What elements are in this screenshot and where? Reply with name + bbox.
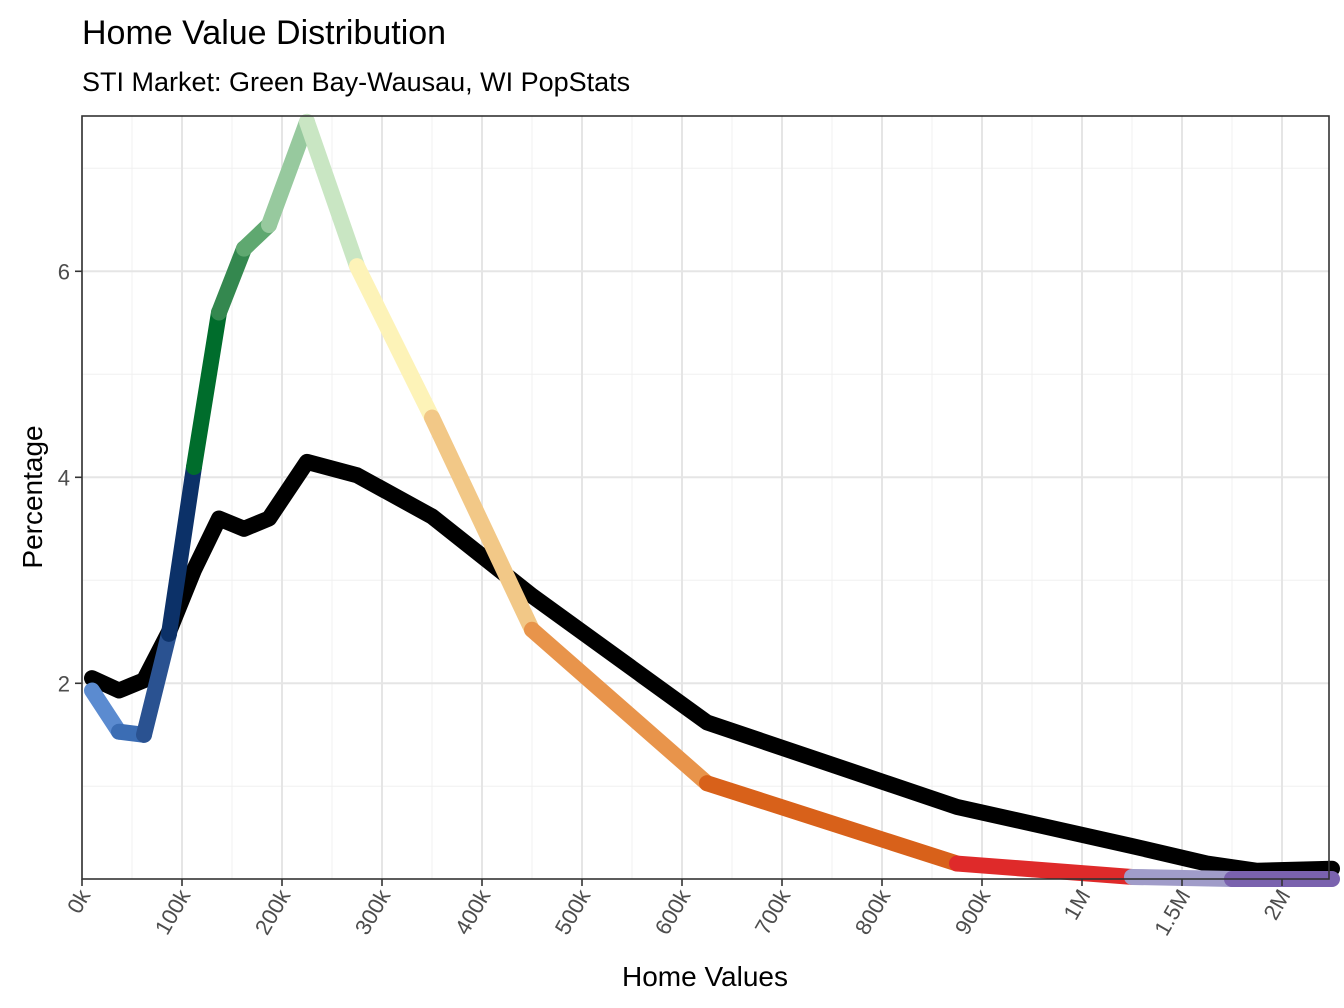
x-tick-label: 0k	[62, 884, 96, 917]
chart-subtitle: STI Market: Green Bay-Wausau, WI PopStat…	[82, 67, 630, 97]
market-series-segment	[949, 855, 1140, 885]
x-axis-title: Home Values	[622, 961, 788, 992]
market-series-segment	[261, 113, 315, 233]
x-tick-label: 200k	[250, 884, 296, 939]
plot-panel-border	[81, 115, 1330, 880]
y-tick-label: 4	[58, 465, 70, 490]
x-tick-label: 900k	[950, 884, 996, 939]
market-series-segment	[211, 240, 252, 321]
x-tick-label: 600k	[650, 884, 696, 939]
x-tick-label: 300k	[350, 884, 396, 939]
y-axis-title: Percentage	[17, 425, 48, 568]
x-tick-label: 500k	[550, 884, 596, 939]
x-tick-label: 800k	[850, 884, 896, 939]
y-axis: 2 4 6	[58, 259, 82, 696]
x-tick-label: 1M	[1058, 885, 1095, 924]
series-lines	[84, 113, 1340, 887]
market-series-segment	[524, 621, 715, 792]
y-tick-label: 2	[58, 671, 70, 696]
x-tick-label: 700k	[750, 884, 796, 939]
chart-title: Home Value Distribution	[82, 14, 446, 52]
market-series-segment	[424, 409, 540, 638]
market-series-segment	[299, 113, 365, 275]
market-series-segment	[699, 775, 965, 872]
market-series-segment	[136, 625, 177, 743]
x-tick-label: 1.5M	[1149, 885, 1195, 940]
x-tick-label: 2M	[1258, 885, 1295, 924]
market-series-segment	[186, 304, 227, 475]
y-tick-label: 6	[58, 259, 70, 284]
x-tick-label: 100k	[150, 884, 196, 939]
x-axis: 0k 100k 200k 300k 400k 500k 600k 700k 800k 900k 1M…	[62, 879, 1295, 940]
x-tick-label: 400k	[450, 884, 496, 939]
market-series-segment	[84, 682, 127, 740]
market-series-segment	[349, 258, 440, 426]
benchmark-series-line	[84, 453, 1340, 879]
market-series-segment	[161, 459, 202, 642]
